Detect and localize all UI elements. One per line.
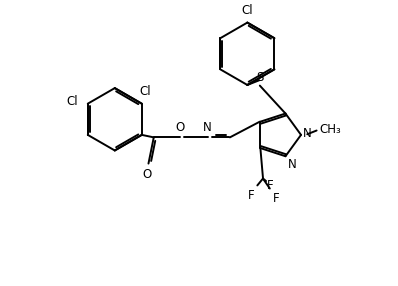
Text: Cl: Cl (66, 95, 78, 108)
Text: F: F (267, 178, 273, 192)
Text: Cl: Cl (241, 4, 253, 17)
Text: F: F (273, 192, 279, 205)
Text: N: N (303, 127, 312, 140)
Text: F: F (248, 189, 254, 202)
Text: CH₃: CH₃ (320, 123, 341, 136)
Text: O: O (142, 168, 152, 181)
Text: Cl: Cl (139, 86, 151, 98)
Text: O: O (176, 121, 185, 134)
Text: N: N (288, 158, 297, 171)
Text: N: N (203, 121, 211, 134)
Text: S: S (256, 71, 263, 84)
